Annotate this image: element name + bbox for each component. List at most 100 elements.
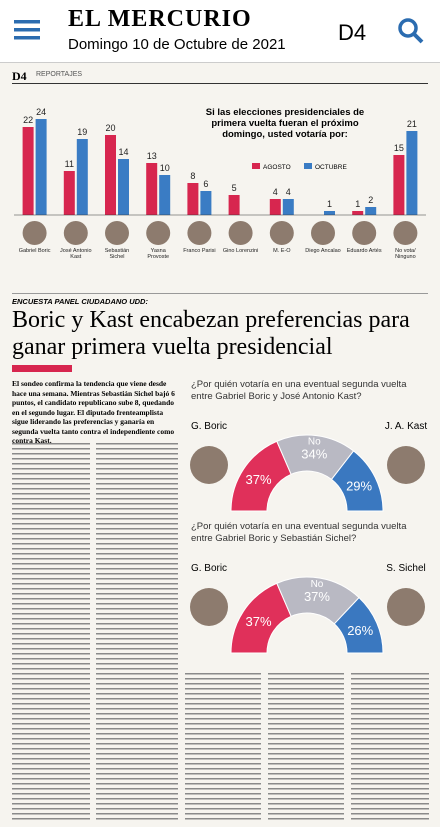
rule	[12, 83, 428, 84]
bar	[146, 163, 158, 215]
candidate-photo	[190, 446, 228, 484]
value-label: 34%	[301, 446, 327, 461]
candidate-photo	[387, 588, 425, 626]
value-label: 37%	[304, 589, 330, 604]
rule	[12, 293, 428, 294]
value-label: 37%	[246, 472, 272, 487]
body-text	[12, 443, 90, 823]
bar-value: 2	[368, 195, 373, 205]
value-label: 37%	[246, 614, 272, 629]
candidate-photo	[352, 221, 377, 245]
bar-value: 22	[23, 115, 33, 125]
bar-value: 4	[273, 187, 278, 197]
bar-value: 20	[105, 123, 115, 133]
value-label: 26%	[347, 623, 373, 638]
bar	[352, 211, 364, 215]
bar-value: 10	[160, 163, 170, 173]
chart-title: ¿Por quién votaría en una eventual segun…	[191, 521, 407, 544]
candidate-photo	[187, 221, 212, 245]
candidate-label: G. Boric	[191, 563, 227, 574]
semicircle-chart: 37% 34%No 29% G. Boric J. A. Kast	[190, 421, 427, 512]
category-label: Franco Parisi	[183, 248, 216, 254]
bar	[393, 155, 405, 215]
bar	[76, 139, 88, 215]
category-label: José Antonio Kast	[60, 248, 92, 260]
menu-button[interactable]	[14, 18, 40, 42]
app-bar: EL MERCURIO Domingo 10 de Octubre de 202…	[0, 0, 440, 63]
bar-value: 1	[327, 199, 332, 209]
accent-bar	[12, 365, 72, 372]
bar-value: 24	[36, 107, 46, 117]
body-text	[96, 443, 178, 823]
candidate-photo	[105, 221, 129, 245]
category-label: Eduardo Artés	[346, 248, 382, 254]
bar-value: 19	[77, 127, 87, 137]
category-label: Diego Ancalao	[305, 248, 341, 254]
bar	[187, 183, 199, 215]
category-label: M. E-O	[273, 248, 291, 254]
legend-swatch	[304, 163, 312, 169]
bar	[35, 119, 47, 215]
masthead: EL MERCURIO	[68, 6, 252, 32]
candidate-label: S. Sichel	[386, 563, 425, 574]
body-text	[351, 673, 429, 823]
newspaper-page: D4 REPORTAJES 22 24 11 19 20 14 13 10 8 6 5 4 4 1 1 2 15…	[0, 63, 440, 827]
chart-title: ¿Por quién votaría en una eventual segun…	[191, 379, 407, 402]
bar-value: 8	[190, 171, 195, 181]
candidate-label: G. Boric	[191, 421, 227, 432]
bar-value: 5	[232, 183, 237, 193]
bar	[282, 199, 294, 215]
bar-value: 14	[118, 147, 128, 157]
candidate-photo	[393, 221, 418, 245]
candidate-photo	[22, 221, 47, 245]
body-text	[185, 673, 261, 823]
value-label: 29%	[346, 478, 372, 493]
category-label: Gino Lorenzini	[222, 248, 259, 254]
page-label: D4	[12, 69, 27, 83]
category-label: No vota/ Ninguno	[395, 248, 416, 260]
segment-label: No	[308, 436, 321, 447]
kicker: ENCUESTA PANEL CIUDADANO UDD:	[12, 297, 148, 306]
segment	[333, 596, 384, 654]
bar-value: 11	[65, 159, 74, 169]
bar	[324, 211, 335, 215]
bar	[159, 175, 171, 215]
bar	[118, 159, 129, 215]
search-button[interactable]	[398, 18, 424, 44]
bar-value: 4	[286, 187, 291, 197]
bar-value: 15	[394, 143, 404, 153]
bar-value: 1	[355, 199, 360, 209]
bar	[228, 195, 240, 215]
page-number[interactable]: D4	[338, 20, 367, 45]
category-label: Gabriel Boric	[18, 248, 51, 254]
headline: Boric y Kast encabezan preferencias para…	[12, 307, 410, 360]
legend-label: OCTUBRE	[315, 164, 347, 171]
bar	[105, 135, 116, 215]
bar	[200, 191, 212, 215]
legend-swatch	[252, 163, 260, 169]
bar	[406, 131, 418, 215]
candidate-photo	[190, 588, 228, 626]
bar	[365, 207, 377, 215]
category-label: Sebastián Sichel	[104, 248, 130, 260]
candidate-photo	[269, 221, 294, 245]
bar	[269, 199, 281, 215]
bar	[22, 127, 34, 215]
candidate-photo	[311, 221, 335, 245]
body-text	[268, 673, 344, 823]
bar	[63, 171, 75, 215]
candidate-photo	[146, 221, 171, 245]
segment-label: No	[311, 579, 324, 590]
legend-label: AGOSTO	[263, 164, 291, 171]
candidate-photo	[63, 221, 88, 245]
bar-value: 21	[407, 119, 417, 129]
candidate-label: J. A. Kast	[385, 421, 427, 432]
chart-title: Si las elecciones presidenciales de prim…	[205, 107, 365, 140]
section: REPORTAJES	[36, 71, 83, 78]
candidate-photo	[387, 446, 425, 484]
bar-value: 13	[147, 151, 157, 161]
lead: El sondeo confirma la tendencia que vien…	[12, 379, 175, 445]
